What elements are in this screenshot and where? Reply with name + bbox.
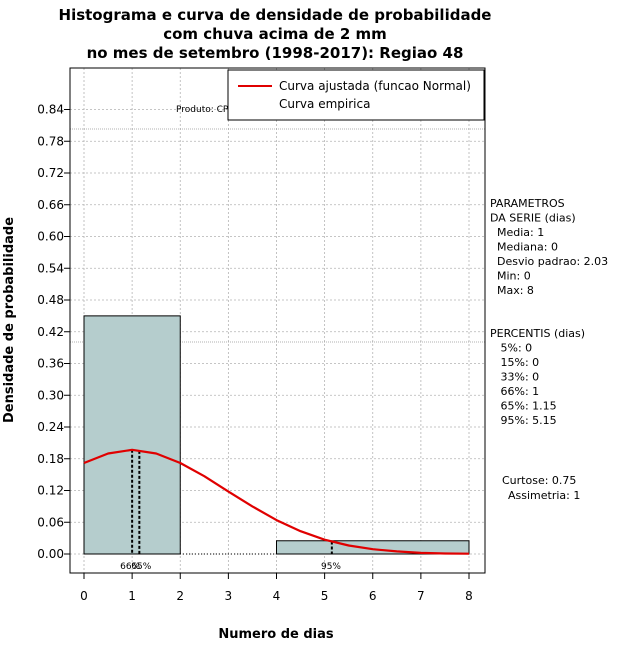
histogram-bars (83, 315, 470, 555)
x-tick-label: 2 (176, 589, 184, 603)
param-line-4: Desvio padrao: 2.03 (490, 255, 608, 268)
y-tick-label: 0.18 (37, 452, 64, 466)
param-line-2: Media: 1 (490, 226, 544, 239)
x-tick-label: 4 (273, 589, 281, 603)
percentile-line-text-1: 5%: 0 (490, 342, 532, 355)
y-tick-label: 0.72 (37, 166, 64, 180)
x-tick-label: 1 (128, 589, 136, 603)
fitted-curve-line (83, 448, 470, 555)
y-tick-label: 0.12 (37, 484, 64, 498)
chart-title: Histograma e curva de densidade de proba… (59, 6, 492, 62)
y-tick-label: 0.00 (37, 547, 64, 561)
y-tick-label: 0.30 (37, 388, 64, 402)
legend-box (227, 69, 485, 121)
y-tick-label: 0.66 (37, 198, 64, 212)
x-axis-title: Numero de dias (218, 627, 334, 642)
legend-label-empirical: Curva empirica (279, 97, 370, 111)
percentile-line-text-0: PERCENTIS (dias) (490, 327, 585, 340)
histogram-bar-0 (83, 315, 181, 555)
y-tick-label: 0.78 (37, 134, 64, 148)
x-tick-label: 8 (465, 589, 473, 603)
y-tick-label: 0.54 (37, 261, 64, 275)
title-line-1: com chuva acima de 2 mm (163, 25, 387, 43)
percentile-line-text-4: 66%: 1 (490, 385, 539, 398)
percentile-label-95: 95% (321, 562, 341, 572)
percentile-line-text-6: 95%: 5.15 (490, 414, 557, 427)
percentile-line-text-3: 33%: 0 (490, 371, 539, 384)
percentile-label-66: 66% (120, 562, 140, 572)
param-line-6: Max: 8 (490, 284, 534, 297)
title-line-0: Histograma e curva de densidade de proba… (59, 6, 492, 24)
x-tick-label: 6 (369, 589, 377, 603)
statistics-panel: PARAMETROS DA SERIE (dias) Media: 1 Media… (490, 197, 608, 502)
x-tick-label: 7 (417, 589, 425, 603)
x-tick-label: 5 (321, 589, 329, 603)
x-axis: 0 1 2 3 4 5 6 7 8 (80, 572, 473, 603)
percentile-label-65: 65% (131, 562, 151, 572)
kurtosis-text: Curtose: 0.75 (502, 474, 576, 487)
legend: Curva ajustada (funcao Normal) Curva empi… (227, 69, 485, 121)
y-tick-label: 0.48 (37, 293, 64, 307)
y-tick-label: 0.60 (37, 230, 64, 244)
product-annotation: Produto: CPTEC/INPE (176, 105, 270, 115)
title-line-2: no mes de setembro (1998-2017): Regiao 4… (87, 44, 464, 62)
skewness-text: Assimetria: 1 (508, 489, 580, 502)
param-line-3: Mediana: 0 (490, 241, 558, 254)
y-tick-label: 0.36 (37, 357, 64, 371)
param-line-5: Min: 0 (490, 270, 531, 283)
percentile-line-text-5: 65%: 1.15 (490, 400, 557, 413)
param-line-1: DA SERIE (dias) (490, 212, 576, 225)
y-axis-title: Densidade de probabilidade (2, 217, 17, 423)
y-axis: 0.00 0.06 0.12 0.18 0.24 0.30 0.36 0.42 0.48 0.54… (37, 103, 71, 561)
percentile-line-text-2: 15%: 0 (490, 356, 539, 369)
histogram-bar-1 (276, 540, 470, 555)
param-line-0: PARAMETROS (490, 197, 565, 210)
fitted-curve (83, 448, 470, 555)
y-tick-label: 0.84 (37, 103, 64, 117)
x-tick-label: 0 (80, 589, 88, 603)
y-tick-label: 0.24 (37, 420, 64, 434)
y-tick-label: 0.06 (37, 515, 64, 529)
percentile-markers: 66%65% 95% (120, 449, 341, 572)
legend-label-fitted: Curva ajustada (funcao Normal) (279, 79, 471, 93)
x-tick-label: 3 (225, 589, 233, 603)
y-tick-label: 0.42 (37, 325, 64, 339)
